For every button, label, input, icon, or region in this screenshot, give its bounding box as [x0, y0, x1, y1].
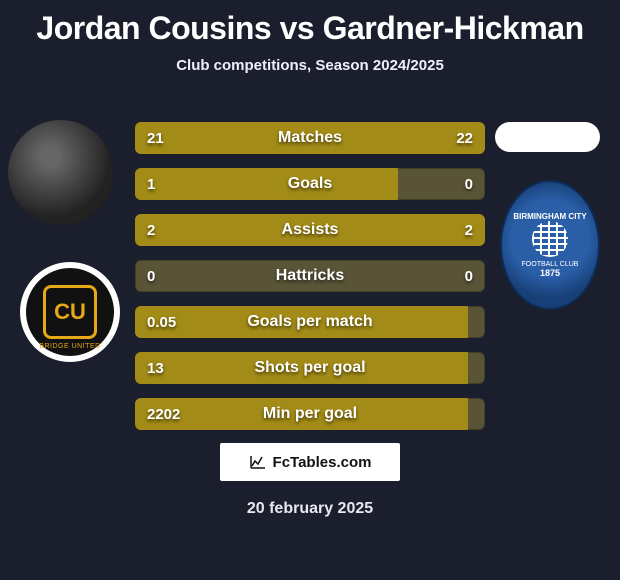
stat-row: 2Assists2 [135, 214, 485, 246]
chart-icon [249, 453, 267, 471]
stat-right-value [461, 306, 485, 338]
stat-label: Goals [135, 168, 485, 200]
stat-row: 2202Min per goal [135, 398, 485, 430]
stat-label: Min per goal [135, 398, 485, 430]
stat-label: Goals per match [135, 306, 485, 338]
stats-container: 21Matches221Goals02Assists20Hattricks00.… [135, 122, 485, 444]
stat-right-value: 2 [453, 214, 485, 246]
stat-right-value: 0 [453, 260, 485, 292]
stat-row: 0.05Goals per match [135, 306, 485, 338]
stat-row: 21Matches22 [135, 122, 485, 154]
subtitle: Club competitions, Season 2024/2025 [0, 57, 620, 74]
club-left-subtext: BRIDGE UNITED [39, 343, 100, 350]
stat-right-value: 0 [453, 168, 485, 200]
club-badge-left: CU BRIDGE UNITED [20, 262, 120, 362]
branding-text: FcTables.com [273, 454, 372, 471]
stat-label: Hattricks [135, 260, 485, 292]
globe-icon [532, 221, 568, 257]
stat-row: 0Hattricks0 [135, 260, 485, 292]
stat-row: 1Goals0 [135, 168, 485, 200]
club-right-mid: FOOTBALL CLUB [522, 261, 579, 268]
club-left-abbrev: CU [43, 285, 98, 340]
stat-right-value [461, 398, 485, 430]
player-left-avatar [8, 120, 113, 225]
date-text: 20 february 2025 [0, 500, 620, 518]
stat-label: Assists [135, 214, 485, 246]
club-right-top: BIRMINGHAM CITY [513, 212, 586, 221]
stat-label: Shots per goal [135, 352, 485, 384]
page-title: Jordan Cousins vs Gardner-Hickman [0, 0, 620, 47]
stat-right-value [461, 352, 485, 384]
branding-badge: FcTables.com [220, 443, 400, 481]
stat-right-value: 22 [444, 122, 485, 154]
club-badge-right: BIRMINGHAM CITY FOOTBALL CLUB 1875 [500, 180, 600, 310]
player-right-avatar [495, 122, 600, 152]
stat-label: Matches [135, 122, 485, 154]
stat-row: 13Shots per goal [135, 352, 485, 384]
club-right-year: 1875 [540, 268, 560, 278]
